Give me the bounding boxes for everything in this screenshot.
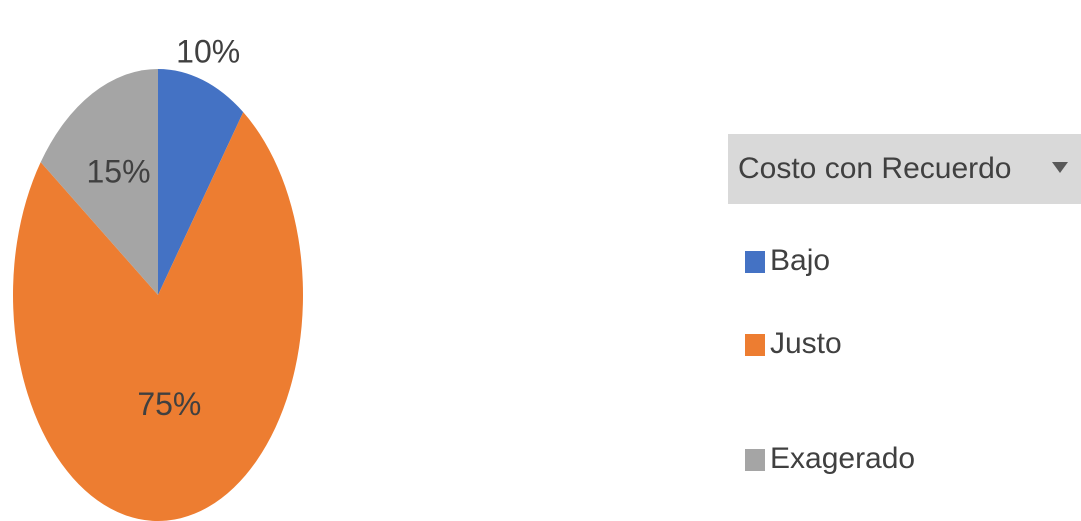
legend-swatch <box>745 449 765 471</box>
dropdown-arrow[interactable] <box>1052 162 1068 173</box>
data-label: 10% <box>176 34 240 70</box>
pie-slice <box>12 112 304 521</box>
pie-slice <box>158 69 244 295</box>
data-label: 15% <box>86 154 150 190</box>
legend: Costo con Recuerdo Bajo Justo Exagerado <box>728 134 1081 475</box>
legend-label: Bajo <box>770 244 830 277</box>
pie: 10% 75% 15% <box>12 34 304 521</box>
data-label: 75% <box>137 386 201 422</box>
legend-swatch <box>745 334 765 356</box>
legend-label: Justo <box>770 327 842 360</box>
legend-swatch <box>745 251 765 273</box>
pie-slice <box>40 69 158 295</box>
legend-label: Exagerado <box>770 442 915 475</box>
legend-header[interactable] <box>728 134 1081 204</box>
legend-title: Costo con Recuerdo <box>738 152 1012 185</box>
